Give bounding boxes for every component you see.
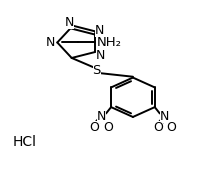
Text: O: O bbox=[103, 121, 113, 134]
Text: N: N bbox=[97, 110, 106, 123]
Text: N: N bbox=[46, 36, 56, 49]
Text: N: N bbox=[96, 49, 105, 62]
Text: NH₂: NH₂ bbox=[96, 36, 121, 49]
Text: S: S bbox=[93, 64, 101, 77]
Text: N: N bbox=[95, 24, 105, 37]
Text: O: O bbox=[153, 121, 163, 134]
Text: HCl: HCl bbox=[12, 135, 36, 149]
Text: O: O bbox=[166, 121, 176, 134]
Text: N: N bbox=[65, 16, 74, 29]
Text: O: O bbox=[90, 121, 100, 134]
Text: N: N bbox=[160, 110, 169, 123]
